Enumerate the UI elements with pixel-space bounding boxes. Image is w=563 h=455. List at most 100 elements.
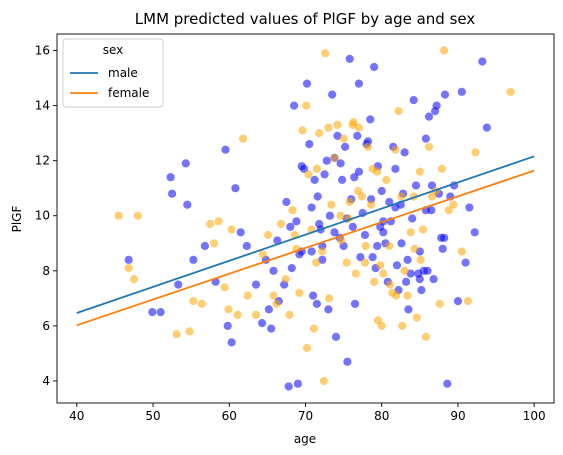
point-female-21 [272,299,281,308]
point-male-4 [168,189,177,198]
y-tick-label: 16 [35,44,50,58]
point-female-77 [457,247,466,256]
point-male-75 [379,228,388,237]
point-male-74 [377,186,386,196]
point-female-84 [349,118,358,127]
legend-label-male: male [108,66,138,80]
point-female-17 [251,310,261,319]
line-female [76,169,535,327]
point-male-0 [124,255,133,264]
point-male-117 [482,123,491,132]
point-female-50 [363,142,373,151]
point-male-87 [402,277,411,286]
point-female-24 [285,310,294,319]
point-male-29 [290,101,299,110]
point-female-33 [312,164,321,173]
point-male-2 [156,308,165,317]
point-male-97 [421,134,430,143]
point-male-118 [286,222,295,231]
point-male-1 [148,308,157,317]
point-female-4 [172,330,181,339]
x-tick-label: 60 [222,409,237,423]
line-male [76,155,535,314]
point-female-78 [463,297,472,306]
point-female-2 [129,275,139,284]
point-female-96 [377,321,386,330]
point-male-15 [236,228,245,237]
point-male-7 [183,200,192,209]
point-female-89 [410,244,419,253]
point-male-27 [284,382,293,391]
point-female-7 [197,299,206,308]
point-female-95 [354,186,363,196]
point-female-66 [412,313,421,322]
point-female-70 [424,142,434,151]
point-male-53 [338,175,347,184]
point-male-89 [406,269,415,278]
x-tick-label: 50 [145,409,160,423]
point-male-132 [313,192,322,201]
point-male-98 [423,266,432,275]
point-female-81 [312,258,321,267]
point-female-92 [368,164,377,173]
point-male-69 [368,253,377,262]
point-female-68 [418,225,427,234]
point-female-52 [370,277,379,286]
point-male-120 [307,203,316,212]
point-male-20 [264,305,273,314]
point-male-62 [354,79,363,88]
point-female-39 [330,153,339,162]
point-male-95 [417,286,426,295]
point-male-16 [242,241,251,251]
point-female-93 [392,291,401,300]
point-male-30 [292,217,301,226]
point-female-36 [321,49,330,58]
point-female-25 [288,206,297,215]
point-female-15 [238,134,248,143]
point-male-108 [443,379,452,388]
point-male-129 [415,275,424,284]
point-male-92 [411,181,421,190]
point-female-57 [385,241,394,251]
point-female-94 [302,343,312,352]
point-female-8 [206,219,215,229]
point-male-45 [322,156,331,165]
point-male-9 [200,241,209,251]
y-tick-label: 8 [42,264,50,278]
point-female-69 [421,332,430,341]
point-male-17 [251,280,261,289]
point-male-46 [324,305,333,314]
point-male-43 [318,255,327,264]
x-axis-label: age [294,432,316,446]
point-male-106 [438,244,447,253]
point-female-35 [318,247,327,256]
point-female-44 [345,197,354,207]
point-female-46 [351,269,360,278]
point-male-31 [293,379,302,388]
point-female-19 [264,230,273,240]
point-male-8 [189,255,198,264]
x-tick-label: 40 [69,409,84,423]
point-female-5 [185,327,194,336]
y-axis-label: PlGF [10,206,24,233]
point-female-87 [386,280,395,289]
point-female-73 [435,299,444,308]
point-female-43 [342,258,351,267]
point-female-85 [361,241,370,251]
point-male-116 [478,57,487,66]
point-male-28 [287,264,296,273]
point-female-11 [220,283,229,292]
point-male-36 [305,140,314,149]
point-male-60 [350,299,360,308]
point-male-21 [267,324,276,333]
y-tick-label: 10 [35,209,50,223]
point-female-0 [114,211,123,220]
point-female-49 [360,258,370,267]
point-female-51 [367,200,376,209]
point-male-101 [429,275,438,284]
point-male-135 [397,239,406,248]
point-female-76 [449,200,458,209]
point-female-40 [333,120,342,129]
point-female-16 [243,291,252,300]
